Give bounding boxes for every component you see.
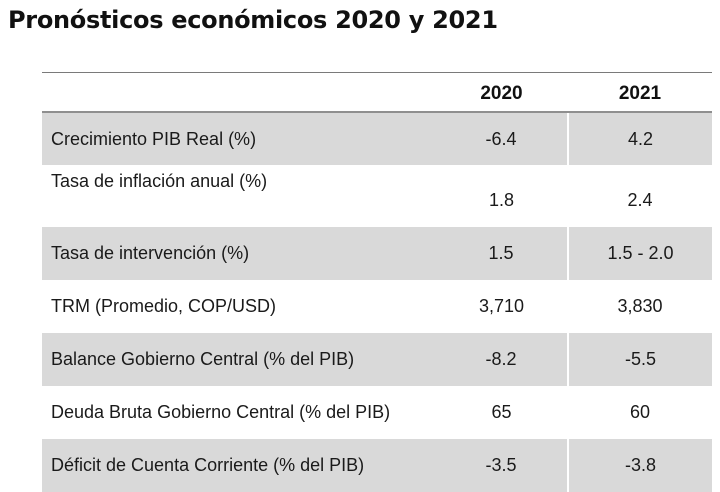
value-2021: 1.5 - 2.0 bbox=[568, 227, 712, 280]
forecast-table-container: 2020 2021 Crecimiento PIB Real (%) -6.4 … bbox=[42, 72, 712, 492]
value-2021: 4.2 bbox=[568, 112, 712, 165]
table-row: Tasa de intervención (%) 1.5 1.5 - 2.0 bbox=[42, 227, 712, 280]
value-2021: 2.4 bbox=[627, 190, 653, 210]
table-top-rule bbox=[42, 72, 712, 73]
value-2020: -3.5 bbox=[435, 439, 569, 492]
header-2021: 2021 bbox=[568, 73, 712, 113]
table-row: Crecimiento PIB Real (%) -6.4 4.2 bbox=[42, 112, 712, 165]
value-2020: -8.2 bbox=[435, 333, 569, 386]
row-label: Tasa de inflación anual (%) bbox=[51, 171, 268, 191]
row-label: Déficit de Cuenta Corriente (% del PIB) bbox=[42, 439, 435, 492]
table-row: Balance Gobierno Central (% del PIB) -8.… bbox=[42, 333, 712, 386]
row-label: TRM (Promedio, COP/USD) bbox=[51, 296, 277, 316]
table-row: Tasa de inflación anual (%) 1.8 2.4 bbox=[42, 165, 712, 227]
value-2020: 1.8 bbox=[488, 190, 515, 210]
table-row: TRM (Promedio, COP/USD) 3,710 3,830 bbox=[42, 280, 712, 333]
table-row: Deuda Bruta Gobierno Central (% del PIB)… bbox=[42, 386, 712, 439]
row-label: Balance Gobierno Central (% del PIB) bbox=[42, 333, 435, 386]
value-2021: -5.5 bbox=[568, 333, 712, 386]
row-label: Deuda Bruta Gobierno Central (% del PIB) bbox=[51, 402, 391, 422]
value-2020: -6.4 bbox=[435, 112, 569, 165]
table-header-row: 2020 2021 bbox=[42, 73, 712, 113]
value-2021: 3,830 bbox=[617, 296, 663, 316]
value-2020: 3,710 bbox=[478, 296, 525, 316]
header-2020: 2020 bbox=[435, 73, 568, 113]
value-2021: 60 bbox=[629, 402, 651, 422]
value-2020: 1.5 bbox=[435, 227, 569, 280]
page-title: Pronósticos económicos 2020 y 2021 bbox=[8, 6, 498, 34]
value-2021: -3.8 bbox=[568, 439, 712, 492]
forecast-table: 2020 2021 Crecimiento PIB Real (%) -6.4 … bbox=[42, 73, 712, 492]
row-label: Tasa de intervención (%) bbox=[42, 227, 435, 280]
header-label-cell bbox=[42, 73, 435, 113]
value-2020: 65 bbox=[491, 402, 512, 422]
table-row: Déficit de Cuenta Corriente (% del PIB) … bbox=[42, 439, 712, 492]
row-label: Crecimiento PIB Real (%) bbox=[42, 112, 435, 165]
